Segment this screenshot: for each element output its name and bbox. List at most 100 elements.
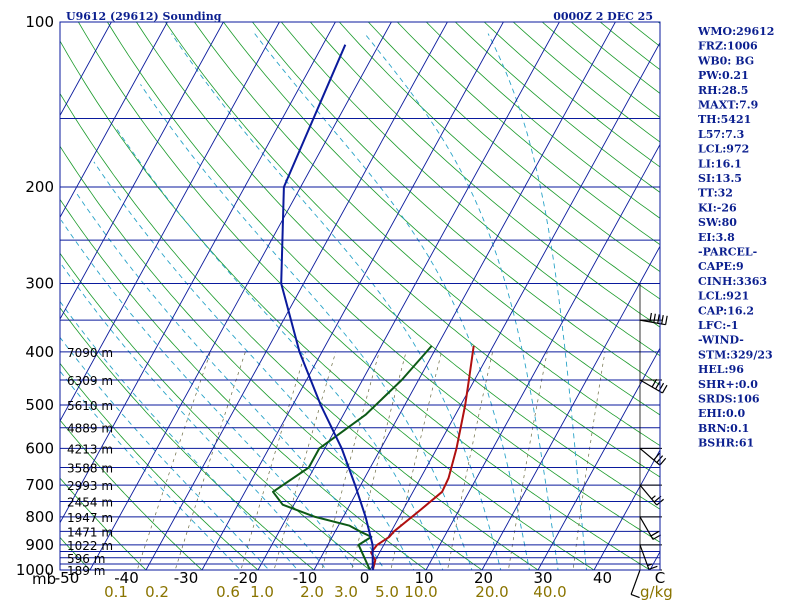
dry-adiabat — [60, 307, 315, 570]
wind-barb — [639, 516, 662, 540]
mixing-ratio-tick-label: 10.0 — [404, 583, 437, 600]
wind-barb-feather — [649, 312, 653, 322]
wind-barb-feather — [665, 315, 668, 325]
pressure-tick-label: 500 — [25, 396, 54, 414]
isotherm — [369, 41, 660, 570]
isotherm — [60, 22, 224, 321]
moist-adiabat — [171, 33, 502, 570]
pressure-tick-label: 600 — [25, 439, 54, 457]
temperature-tick-label: -40 — [114, 569, 139, 587]
height-label: 596 m — [67, 552, 105, 566]
dry-adiabat — [309, 22, 660, 328]
mixing-ratio-tick-label: 0.6 — [216, 583, 240, 600]
pressure-tick-label: 300 — [25, 274, 54, 292]
sounding-index: CAPE:9 — [698, 260, 744, 273]
isotherm — [481, 245, 660, 570]
dry-adiabat — [60, 362, 259, 570]
sounding-index: FRZ:1006 — [698, 40, 758, 53]
pressure-units-label: mb — [32, 570, 56, 588]
temperature-tick-label: -10 — [293, 569, 318, 587]
wind-barb-shaft — [630, 569, 641, 595]
wind-barb-feather — [630, 593, 640, 599]
height-label: 2454 m — [67, 496, 113, 510]
mixing-ratio-tick-label: 0.2 — [145, 583, 169, 600]
height-label: 1022 m — [67, 539, 113, 553]
wind-barb-feather — [657, 314, 660, 324]
dry-adiabat — [396, 22, 660, 246]
isotherm — [60, 22, 168, 219]
sounding-index: PW:0.21 — [698, 69, 749, 82]
height-label: 4213 m — [67, 442, 113, 456]
mixing-ratio-units-label: g/kg — [640, 583, 673, 600]
isotherm — [145, 22, 448, 570]
mixing-ratio-line — [273, 351, 337, 570]
mixing-ratio-tick-label: 5.0 — [375, 583, 399, 600]
mixing-ratio-tick-label: 0.1 — [104, 583, 128, 600]
isotherm — [257, 22, 560, 570]
wind-barb-feather — [652, 534, 662, 540]
isotherm — [313, 22, 616, 570]
isotherm — [60, 22, 280, 422]
pressure-tick-label: 700 — [25, 476, 54, 494]
dry-adiabat — [193, 22, 660, 447]
mixing-ratio-tick-label: 2.0 — [300, 583, 324, 600]
moist-adiabat — [60, 261, 328, 570]
dry-adiabat — [106, 22, 660, 543]
isotherm — [60, 22, 336, 524]
sounding-index: WB0: BG — [697, 54, 754, 67]
wind-barb-feather — [661, 384, 668, 394]
station-title: U9612 (29612) Sounding — [66, 10, 222, 23]
mixing-ratio-tick-label: 3.0 — [334, 583, 358, 600]
moist-adiabat — [60, 219, 357, 570]
temperature-tick-label: -30 — [174, 569, 199, 587]
height-label: 189 m — [67, 564, 105, 578]
dry-adiabat — [60, 536, 91, 570]
moist-adiabat — [75, 192, 386, 570]
isotherm — [0, 10, 62, 582]
dry-adiabat — [338, 22, 660, 300]
sounding-index: SHR+:0.0 — [698, 378, 758, 391]
wind-barb — [639, 378, 668, 394]
sounding-index: L57:7.3 — [698, 128, 744, 141]
plot-frame — [59, 21, 661, 571]
height-label: 5610 m — [67, 399, 113, 413]
wind-barb-half-feather — [647, 563, 653, 567]
mixing-ratio-line — [240, 351, 306, 570]
sounding-index: BSHR:61 — [698, 437, 754, 450]
pressure-tick-label: 100 — [25, 13, 54, 31]
moist-adiabat — [93, 161, 415, 570]
sounding-index: KI:-26 — [698, 201, 737, 214]
isotherm — [425, 143, 660, 570]
wind-barb-shaft — [639, 516, 654, 540]
dry-adiabat — [60, 419, 203, 570]
mixing-ratio-line — [174, 351, 246, 570]
sounding-index: SI:13.5 — [698, 172, 742, 185]
temperature-tick-label: -20 — [233, 569, 258, 587]
height-label: 6309 m — [67, 374, 113, 388]
sounding-index: MAXT:7.9 — [698, 99, 758, 112]
dry-adiabat — [60, 145, 483, 570]
mixing-ratio-line — [508, 351, 548, 570]
wind-barb-shaft — [639, 544, 650, 570]
moist-adiabat — [254, 33, 530, 570]
height-label: 2993 m — [67, 479, 113, 493]
height-label: 1947 m — [67, 511, 113, 525]
wind-barb-shaft — [639, 319, 666, 326]
isotherm — [89, 22, 392, 570]
wind-barb-feather — [650, 530, 660, 537]
temperature-tick-label: C — [655, 569, 665, 587]
sounding-index: CINH:3363 — [698, 275, 767, 288]
moist-adiabat — [487, 33, 587, 570]
height-label: 3588 m — [67, 461, 113, 475]
sounding-index: LI:16.1 — [698, 157, 742, 170]
wind-barb-half-feather — [651, 495, 656, 500]
isotherm — [60, 22, 112, 117]
mixing-ratio-tick-label: 40.0 — [533, 583, 566, 600]
mixing-ratio-tick-label: 20.0 — [475, 583, 508, 600]
sounding-index: BRN:0.1 — [698, 422, 749, 435]
isotherm — [0, 10, 6, 582]
pressure-tick-label: 400 — [25, 343, 54, 361]
wind-barb-feather — [655, 380, 661, 390]
